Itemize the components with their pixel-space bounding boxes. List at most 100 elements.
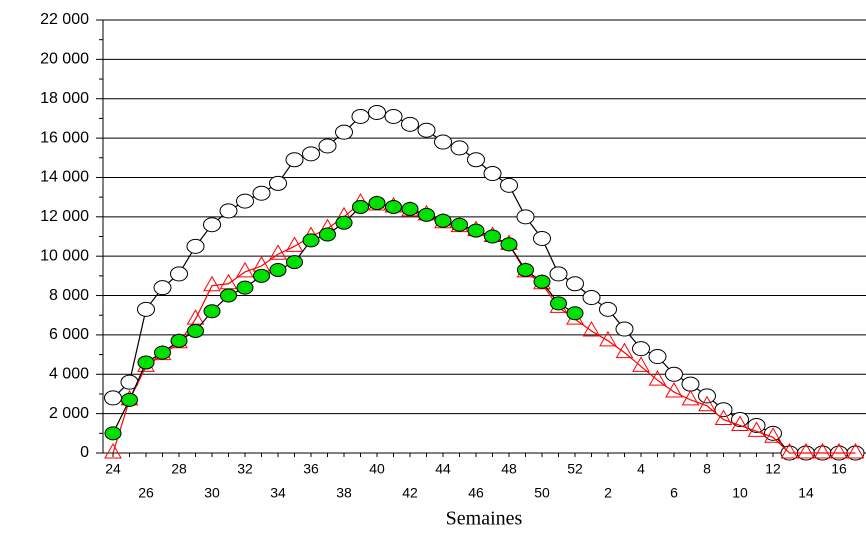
open-circle-marker — [549, 266, 568, 282]
open-circle-marker — [335, 124, 353, 140]
filled-circle-marker — [352, 199, 369, 214]
x-tick-label: 52 — [567, 461, 583, 477]
open-circle-marker — [533, 230, 551, 246]
filled-circle-marker — [500, 237, 518, 252]
x-tick-label: 38 — [336, 485, 352, 501]
open-circle-marker — [104, 390, 122, 406]
open-circle-marker — [434, 134, 452, 150]
filled-circle-marker — [434, 213, 452, 228]
y-tick-label: 12 000 — [40, 208, 89, 225]
open-circle-marker — [351, 108, 370, 124]
open-circle-marker — [599, 301, 617, 317]
open-circle-marker — [747, 417, 766, 433]
x-tick-label: 14 — [798, 485, 814, 501]
triangle-marker — [648, 370, 667, 386]
y-tick-label: 0 — [80, 444, 89, 461]
open-circle-marker — [219, 203, 238, 219]
x-tick-label: 46 — [468, 485, 484, 501]
x-tick-label: 34 — [270, 485, 286, 501]
x-tick-label: 10 — [732, 485, 748, 501]
x-tick-label: 8 — [703, 461, 711, 477]
y-tick-label: 20 000 — [40, 51, 89, 68]
y-tick-label: 22 000 — [40, 11, 89, 28]
open-circle-marker — [764, 425, 782, 441]
open-circle-marker — [170, 266, 188, 282]
filled-circle-marker — [368, 196, 386, 211]
open-circle-marker — [582, 290, 601, 306]
filled-circle-marker — [104, 426, 122, 441]
y-tick-label: 16 000 — [40, 129, 89, 146]
filled-circle-marker — [401, 201, 419, 216]
filled-circle-marker — [269, 262, 287, 277]
triangle-marker — [731, 415, 749, 431]
y-tick-label: 2 000 — [49, 405, 89, 422]
triangle-marker — [764, 427, 782, 443]
series-line — [112, 202, 576, 434]
open-circle-marker — [252, 185, 271, 201]
triangle-marker — [813, 442, 832, 459]
filled-circle-marker — [335, 215, 353, 230]
filled-circle-marker — [203, 304, 221, 319]
triangle-marker — [747, 421, 766, 437]
filled-circle-marker — [517, 262, 534, 277]
filled-circle-marker — [253, 268, 270, 283]
filled-circle-marker — [137, 355, 155, 370]
y-tick-label: 14 000 — [40, 169, 89, 186]
x-tick-label: 42 — [402, 485, 418, 501]
filled-circle-marker — [418, 207, 435, 222]
filled-circle-marker — [286, 255, 303, 270]
x-tick-label: 2 — [604, 485, 612, 501]
triangle-marker — [582, 320, 601, 337]
open-circle-marker — [368, 105, 386, 121]
x-tick-label: 30 — [204, 485, 220, 501]
y-tick-label: 8 000 — [49, 287, 89, 304]
x-tick-label: 12 — [765, 461, 781, 477]
open-circle-marker — [318, 138, 337, 154]
filled-circle-marker — [236, 280, 254, 295]
filled-circle-marker — [451, 217, 468, 232]
filled-circle-marker — [154, 345, 171, 360]
x-axis-title: Semaines — [446, 508, 523, 530]
x-tick-label: 28 — [171, 461, 187, 477]
filled-circle-marker — [319, 227, 336, 242]
filled-circle-marker — [302, 233, 320, 248]
triangle-marker — [780, 442, 799, 459]
x-tick-label: 48 — [501, 461, 517, 477]
triangle-marker — [797, 442, 815, 459]
open-circle-marker — [500, 177, 518, 193]
filled-circle-marker — [187, 323, 204, 338]
open-circle-marker — [648, 349, 667, 365]
x-tick-label: 36 — [303, 461, 319, 477]
filled-circle-marker — [121, 392, 138, 407]
y-tick-label: 18 000 — [40, 90, 89, 107]
x-tick-label: 40 — [369, 461, 385, 477]
triangle-marker — [830, 442, 848, 459]
triangle-marker — [714, 409, 733, 426]
filled-circle-marker — [467, 223, 485, 238]
x-tick-label: 50 — [534, 485, 550, 501]
open-circle-marker — [137, 301, 155, 317]
open-circle-marker — [665, 366, 683, 382]
open-circle-marker — [302, 146, 320, 162]
open-circle-marker — [285, 152, 304, 168]
triangle-marker — [599, 330, 617, 347]
filled-circle-marker — [220, 288, 237, 303]
open-circle-marker — [384, 108, 403, 124]
open-circle-marker — [731, 412, 749, 428]
triangle-marker — [681, 389, 700, 406]
triangle-marker — [665, 381, 683, 398]
x-tick-label: 44 — [435, 461, 451, 477]
filled-circle-marker — [484, 229, 501, 244]
open-circle-marker — [401, 116, 419, 132]
open-circle-marker — [203, 217, 221, 233]
filled-circle-marker — [385, 199, 402, 214]
x-tick-label: 6 — [670, 485, 678, 501]
filled-circle-marker — [550, 296, 567, 311]
triangle-marker — [236, 261, 254, 278]
filled-circle-marker — [170, 333, 188, 348]
open-circle-marker — [516, 209, 535, 225]
filled-circle-marker — [566, 306, 584, 321]
open-circle-marker — [615, 321, 634, 337]
x-tick-label: 26 — [138, 485, 154, 501]
